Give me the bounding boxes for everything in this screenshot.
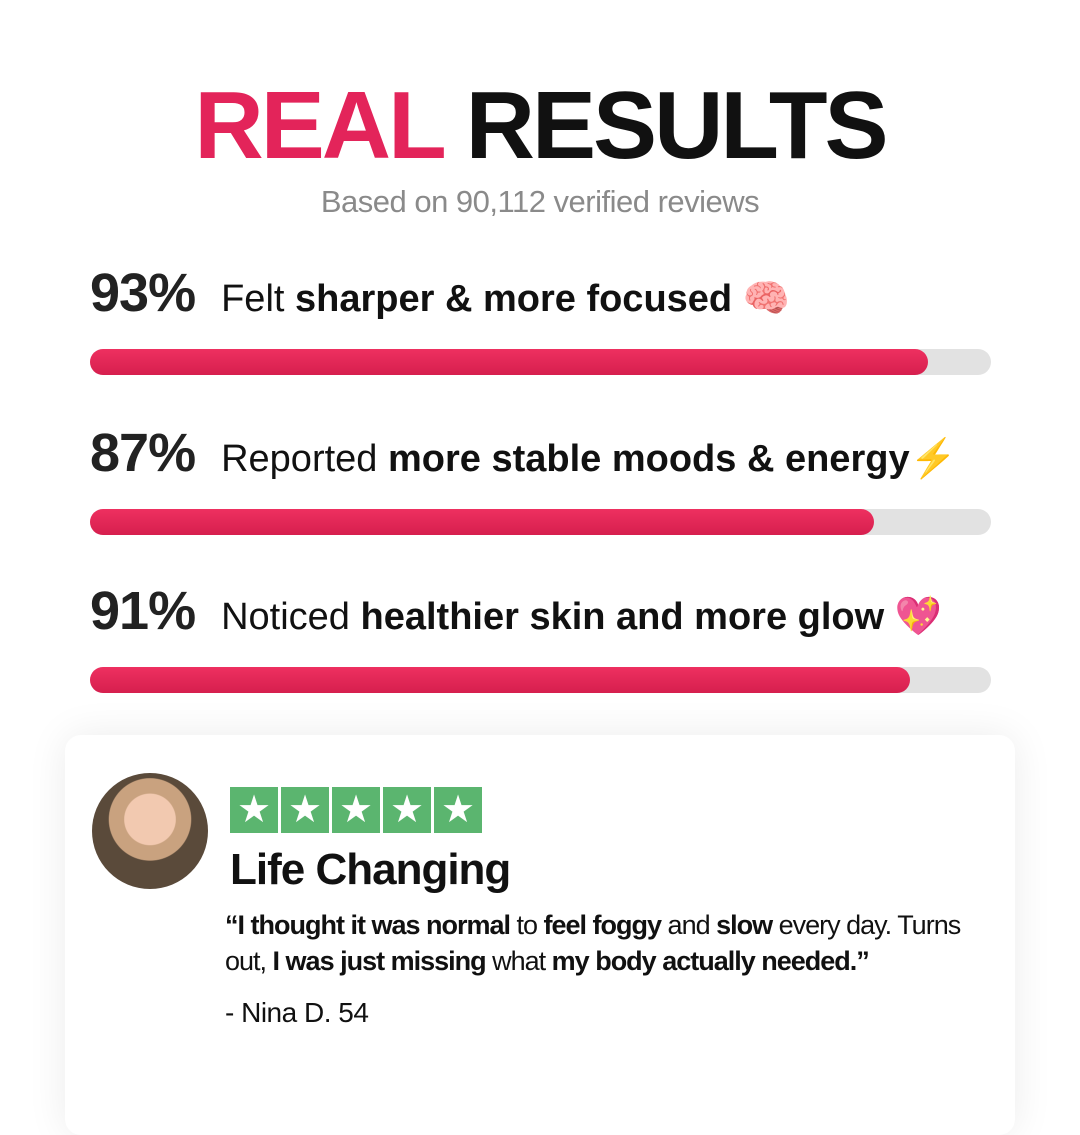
stat-label: Noticed healthier skin and more glow 💖 [221, 596, 943, 638]
star-icon: ★ [383, 787, 431, 833]
progress-fill [90, 667, 910, 693]
stat-percent: 91% [90, 581, 196, 641]
stat-label: Felt sharper & more focused 🧠 [221, 278, 791, 320]
stat-percent: 93% [90, 263, 196, 323]
page-title: REAL RESULTS [0, 78, 1080, 174]
reviewer-avatar [92, 773, 208, 889]
stat-percent: 87% [90, 423, 196, 483]
quote-segment: every day. Turns out, [225, 910, 961, 976]
star-icon: ★ [434, 787, 482, 833]
star-icon: ★ [281, 787, 329, 833]
progress-bar [90, 667, 991, 693]
progress-bar [90, 349, 991, 375]
emoji-icon: ⚡ [909, 438, 957, 480]
quote-segment: “I thought it was normal [225, 910, 511, 940]
quote-segment: feel foggy [543, 910, 663, 940]
review-title: Life Changing [230, 845, 511, 894]
stat-label: Reported more stable moods & energy⚡ [221, 438, 957, 480]
progress-fill [90, 349, 928, 375]
review-quote: “I thought it was normal to feel foggy a… [225, 907, 1005, 979]
star-icon: ★ [230, 787, 278, 833]
title-accent: REAL [194, 72, 445, 179]
stat-item: 91% Noticed healthier skin and more glow … [90, 580, 1040, 693]
progress-fill [90, 509, 874, 535]
stat-item: 93% Felt sharper & more focused 🧠 [90, 262, 1040, 375]
quote-segment: and [661, 910, 717, 940]
quote-segment: to [510, 910, 544, 940]
progress-bar [90, 509, 991, 535]
star-icon: ★ [332, 787, 380, 833]
emoji-icon: 🧠 [732, 278, 791, 320]
subtitle: Based on 90,112 verified reviews [320, 184, 760, 219]
emoji-icon: 💖 [884, 596, 943, 638]
title-rest: RESULTS [465, 72, 889, 179]
review-card: ★ ★ ★ ★ ★ Life Changing “I thought it was no… [65, 735, 1015, 1135]
star-rating: ★ ★ ★ ★ ★ [230, 787, 482, 833]
quote-segment: slow [716, 910, 773, 940]
quote-segment: my body actually needed.” [551, 946, 870, 976]
quote-segment: what [485, 946, 552, 976]
quote-segment: I was just missing [272, 946, 487, 976]
stat-item: 87% Reported more stable moods & energy⚡ [90, 422, 1040, 535]
review-author: - Nina D. 54 [225, 997, 369, 1028]
